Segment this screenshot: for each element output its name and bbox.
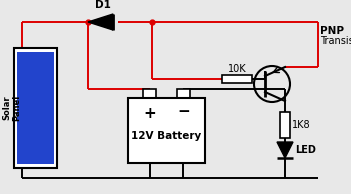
- Text: 1K8: 1K8: [292, 120, 311, 130]
- Text: D1: D1: [95, 0, 111, 10]
- Text: +: +: [143, 107, 156, 121]
- Text: 12V Battery: 12V Battery: [131, 131, 201, 141]
- Bar: [177, 89, 190, 98]
- Text: Transistor: Transistor: [320, 36, 351, 46]
- Polygon shape: [277, 142, 293, 158]
- Bar: [222, 75, 252, 83]
- Bar: [128, 98, 205, 163]
- Bar: [17, 52, 54, 164]
- Polygon shape: [88, 14, 113, 30]
- Text: PNP: PNP: [320, 26, 344, 36]
- Text: 10K: 10K: [228, 64, 246, 74]
- Bar: [14, 48, 57, 168]
- Bar: [143, 89, 156, 98]
- Text: LED: LED: [295, 145, 316, 155]
- Text: Solar
Panel: Solar Panel: [2, 95, 22, 121]
- Bar: [280, 112, 290, 138]
- Text: −: −: [177, 105, 190, 120]
